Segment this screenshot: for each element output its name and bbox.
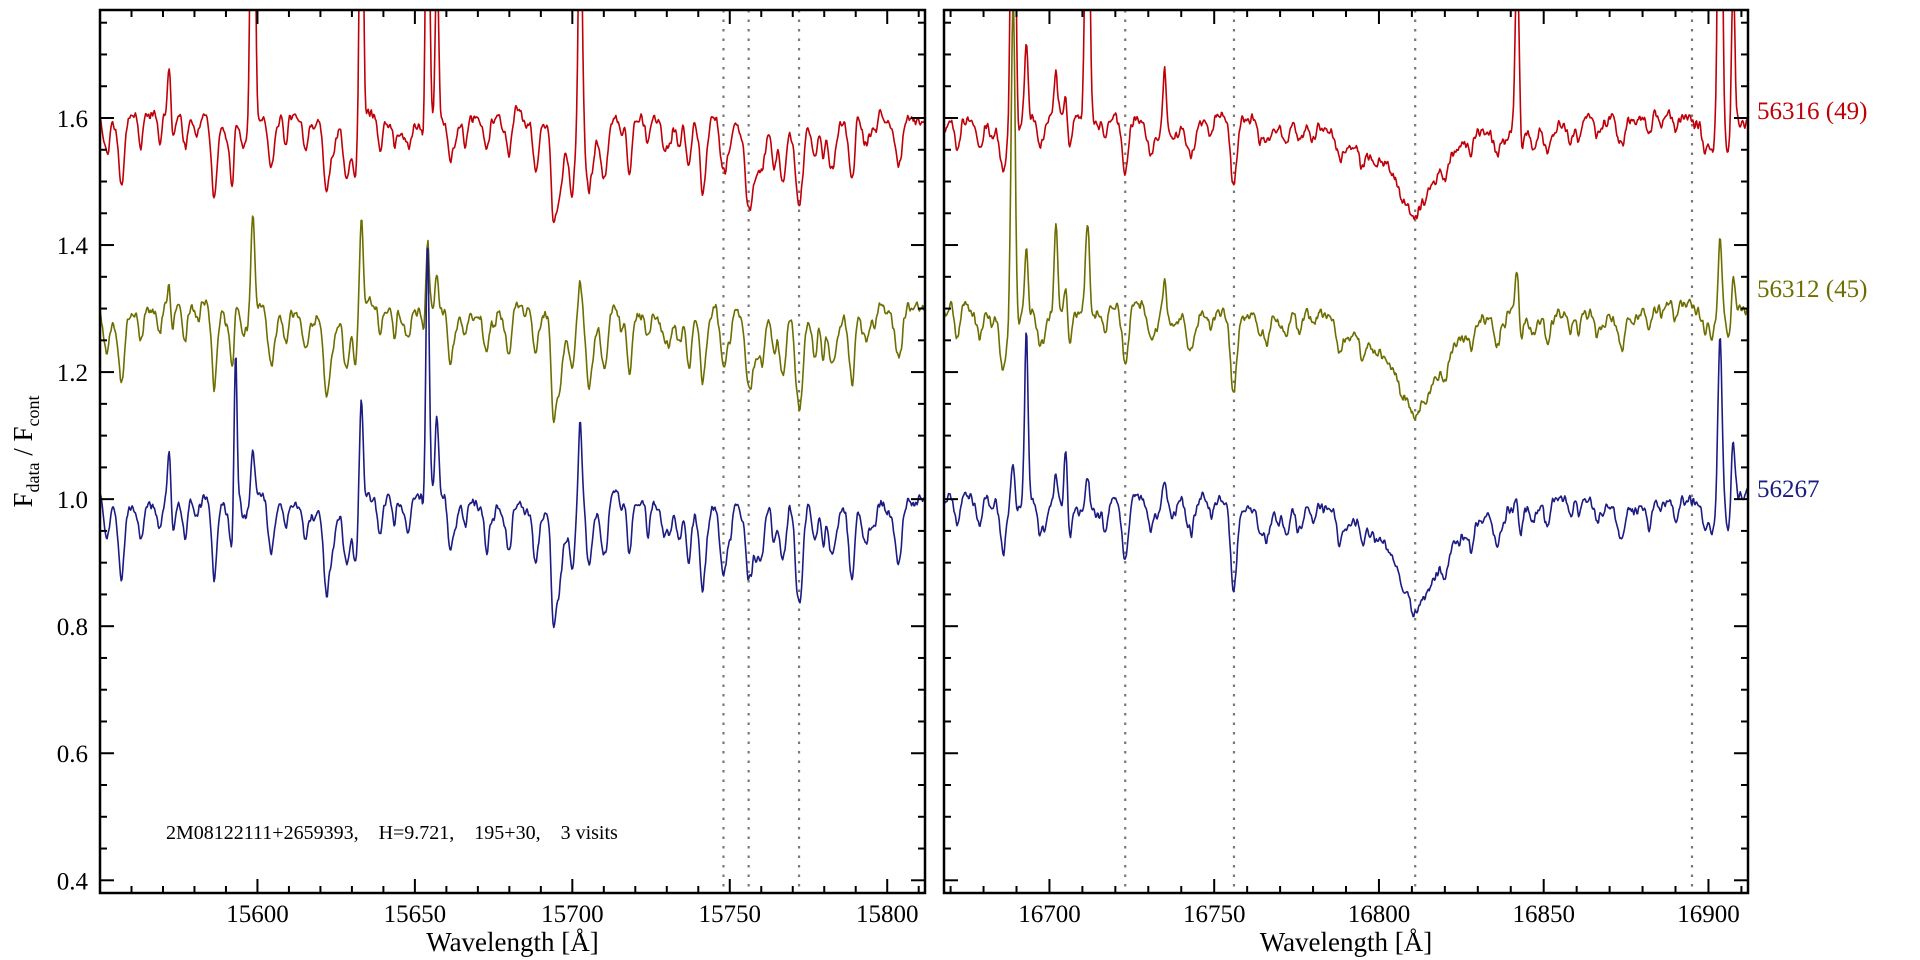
y-tick-label: 0.8 xyxy=(57,614,88,641)
spectrum-56316-49 xyxy=(100,10,925,224)
x-axis-label-left: Wavelength [Å] xyxy=(426,927,599,957)
x-tick-label: 16850 xyxy=(1512,901,1575,928)
spectrum-56267 xyxy=(100,247,925,629)
x-tick-label: 16800 xyxy=(1348,901,1411,928)
spectrum-56312-45 xyxy=(944,10,1748,420)
series-label-56312: 56312 (45) xyxy=(1757,275,1868,303)
y-tick-label: 0.4 xyxy=(57,868,89,895)
series-label-56316: 56316 (49) xyxy=(1757,97,1868,125)
x-tick-label: 15600 xyxy=(226,901,289,928)
x-tick-label: 15800 xyxy=(856,901,919,928)
y-tick-label: 1.0 xyxy=(57,487,88,514)
spectrum-56316-49 xyxy=(944,10,1748,221)
panel-frame xyxy=(98,8,927,895)
y-tick-label: 0.6 xyxy=(57,741,88,768)
y-tick-label: 1.4 xyxy=(57,233,89,260)
x-tick-label: 16750 xyxy=(1183,901,1246,928)
y-tick-label: 1.2 xyxy=(57,360,88,387)
x-tick-label: 16900 xyxy=(1677,901,1740,928)
x-tick-label: 15650 xyxy=(384,901,447,928)
target-annotation: 2M08122111+2659393, H=9.721, 195+30, 3 v… xyxy=(166,822,618,844)
x-axis-label-right: Wavelength [Å] xyxy=(1259,927,1433,957)
spectrum-56312-45 xyxy=(100,215,925,424)
y-tick-label: 1.6 xyxy=(57,106,88,133)
panel-frame xyxy=(942,8,1750,895)
x-tick-label: 15700 xyxy=(541,901,604,928)
y-axis-label: Fdata / Fcont xyxy=(8,395,43,507)
x-tick-label: 16700 xyxy=(1018,901,1081,928)
x-tick-label: 15750 xyxy=(699,901,762,928)
series-label-56267: 56267 xyxy=(1757,475,1820,503)
spectrum-56267 xyxy=(944,332,1748,618)
